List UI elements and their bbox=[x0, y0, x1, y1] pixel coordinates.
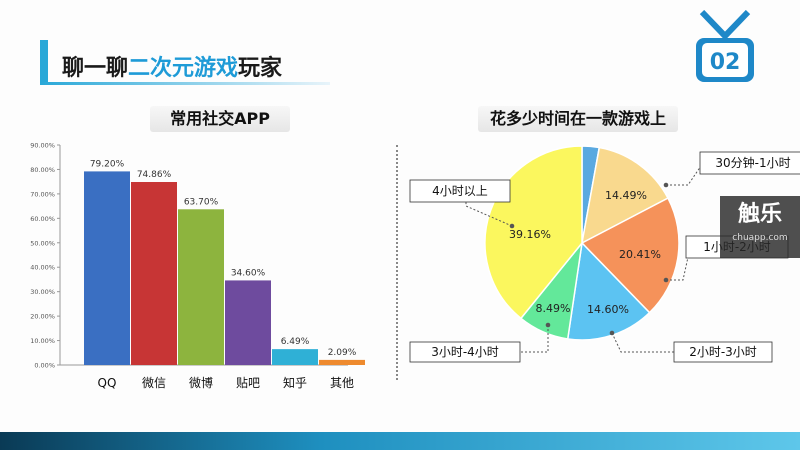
bar bbox=[84, 171, 130, 365]
x-category-label: 微博 bbox=[189, 375, 213, 390]
title-prefix: 聊一聊 bbox=[62, 56, 129, 81]
bar-value-label: 34.60% bbox=[231, 268, 266, 278]
x-category-label: QQ bbox=[98, 376, 117, 390]
leader-dot bbox=[509, 223, 515, 229]
y-tick-label: 40.00% bbox=[30, 264, 55, 272]
x-category-label: 知乎 bbox=[283, 376, 307, 390]
pie-slice bbox=[580, 146, 669, 245]
x-category-label: 其他 bbox=[330, 376, 354, 390]
bar-value-label: 2.09% bbox=[328, 348, 357, 358]
slice-label-box bbox=[673, 341, 773, 363]
pie-value-label: 14.49% bbox=[605, 189, 647, 202]
bar bbox=[319, 359, 365, 365]
pie-chart: 14.49%30分钟-1小时20.41%1小时-2小时14.60%2小时-3小时… bbox=[409, 145, 800, 363]
bar-chart-title: 常用社交APP bbox=[150, 106, 290, 132]
bar-value-label: 74.86% bbox=[137, 170, 172, 180]
pie-value-label: 8.49% bbox=[536, 302, 571, 315]
bar bbox=[131, 182, 177, 365]
pie-chart-title: 花多少时间在一款游戏上 bbox=[478, 106, 678, 132]
bar bbox=[178, 209, 224, 365]
x-category-label: 贴吧 bbox=[236, 376, 260, 390]
slice-label-box bbox=[409, 341, 521, 363]
leader-line bbox=[666, 247, 691, 281]
leader-line bbox=[666, 162, 704, 186]
y-tick-label: 80.00% bbox=[30, 166, 55, 174]
watermark: 触乐 chuapp.com bbox=[720, 196, 800, 258]
tv-badge-icon: 02 bbox=[696, 10, 754, 82]
bar bbox=[272, 349, 318, 365]
slice-category-label: 3小时-4小时 bbox=[431, 345, 499, 359]
pie-value-label: 14.60% bbox=[587, 303, 629, 316]
leader-dot bbox=[663, 277, 669, 283]
y-tick-label: 30.00% bbox=[30, 288, 55, 296]
bar bbox=[225, 280, 271, 365]
slice-category-label: 30分钟-1小时 bbox=[715, 155, 790, 170]
pie-slice bbox=[580, 197, 680, 314]
leader-dot bbox=[663, 182, 669, 188]
bar-value-label: 79.20% bbox=[90, 159, 125, 169]
pie-value-label: 39.16% bbox=[509, 228, 551, 241]
y-tick-label: 20.00% bbox=[30, 313, 55, 321]
leader-line bbox=[465, 202, 513, 227]
bar-value-label: 63.70% bbox=[184, 197, 219, 207]
y-tick-label: 70.00% bbox=[30, 190, 55, 198]
y-tick-label: 10.00% bbox=[30, 337, 55, 345]
badge-number: 02 bbox=[710, 50, 741, 75]
leader-dot bbox=[545, 322, 551, 328]
bar-chart: 0.00% 10.00% 20.00% 30.00% 40.00% 50.00% 60.00… bbox=[30, 142, 365, 390]
page-title: 聊一聊二次元游戏玩家 bbox=[62, 50, 362, 81]
slice-label-box bbox=[409, 179, 511, 203]
leader-dot bbox=[609, 330, 615, 336]
watermark-url: chuapp.com bbox=[732, 233, 788, 243]
chart-divider bbox=[396, 145, 398, 380]
y-tick-label: 60.00% bbox=[30, 215, 55, 223]
title-highlight: 二次元游戏 bbox=[128, 56, 239, 81]
footer-bar bbox=[0, 432, 800, 450]
x-category-label: 微信 bbox=[142, 376, 166, 390]
slice-category-label: 2小时-3小时 bbox=[689, 345, 757, 359]
leader-line bbox=[611, 332, 674, 353]
leader-line bbox=[520, 325, 549, 353]
slice-category-label: 4小时以上 bbox=[432, 184, 488, 198]
y-tick-label: 0.00% bbox=[34, 362, 55, 370]
y-tick-label: 50.00% bbox=[30, 239, 55, 247]
pie-value-label: 20.41% bbox=[619, 248, 661, 261]
slice-label-box bbox=[699, 151, 800, 175]
y-tick-label: 90.00% bbox=[30, 142, 55, 150]
title-suffix: 玩家 bbox=[238, 56, 283, 81]
title-underline bbox=[40, 82, 330, 85]
bar-value-label: 6.49% bbox=[281, 337, 310, 347]
title-accent-bar bbox=[40, 40, 48, 82]
watermark-logo: 触乐 bbox=[737, 202, 782, 227]
